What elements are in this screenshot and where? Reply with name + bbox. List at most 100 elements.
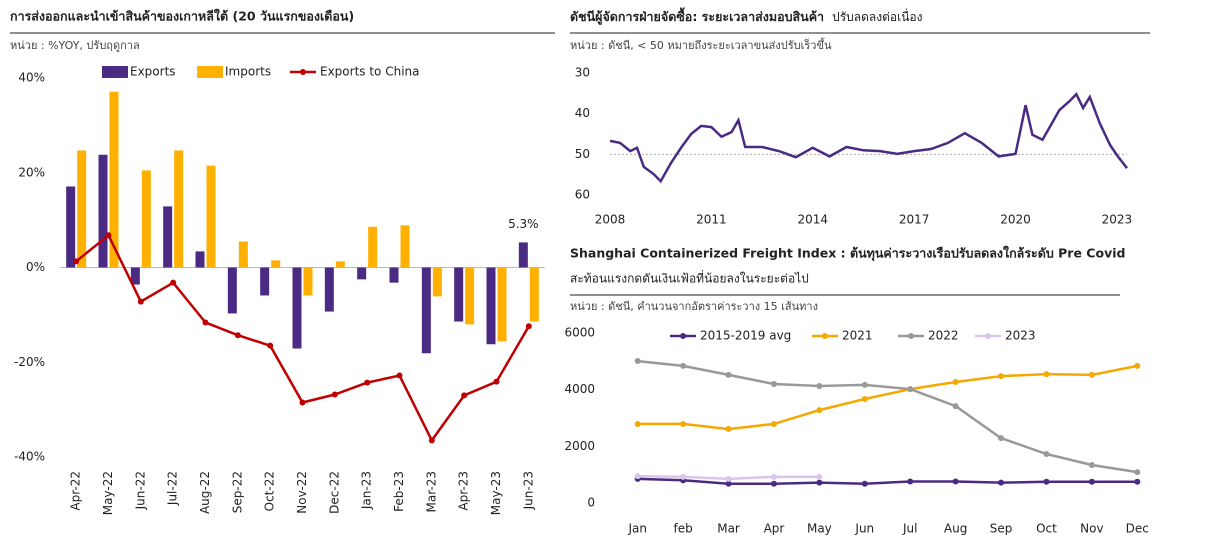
y-tick-label: 40 bbox=[575, 106, 590, 120]
line-marker bbox=[1134, 362, 1141, 369]
x-tick-label: Dec bbox=[1126, 522, 1149, 536]
x-tick-label: feb bbox=[674, 522, 693, 536]
line-marker bbox=[952, 478, 959, 485]
line-marker bbox=[680, 362, 687, 369]
line bbox=[637, 364, 1138, 431]
x-tick-label: Aug bbox=[944, 522, 967, 536]
legend-label: 2022 bbox=[928, 329, 959, 343]
line-marker bbox=[1043, 450, 1050, 457]
line bbox=[637, 477, 1138, 485]
bar bbox=[454, 267, 464, 322]
line-marker bbox=[137, 298, 144, 305]
line bbox=[637, 359, 1138, 474]
line-marker bbox=[634, 473, 641, 480]
line-marker bbox=[634, 358, 641, 365]
x-tick-label: Nov bbox=[1080, 522, 1103, 536]
bar bbox=[368, 226, 378, 268]
bar bbox=[335, 261, 345, 268]
legend-marker bbox=[300, 69, 306, 75]
x-tick-label: 2017 bbox=[899, 213, 930, 227]
x-tick-label: Oct bbox=[1036, 522, 1057, 536]
x-tick-label: 2023 bbox=[1102, 213, 1133, 227]
bar bbox=[518, 242, 528, 268]
bar bbox=[174, 150, 184, 268]
legend-label: 2021 bbox=[842, 329, 873, 343]
x-tick-label: 2008 bbox=[595, 213, 626, 227]
x-tick-label: 2011 bbox=[696, 213, 727, 227]
y-tick-label: 0 bbox=[587, 496, 595, 510]
line-marker bbox=[680, 420, 687, 427]
line-marker bbox=[1134, 478, 1141, 485]
line-marker bbox=[725, 475, 732, 482]
line-marker bbox=[364, 379, 371, 386]
line-marker bbox=[461, 392, 468, 399]
legend-swatch bbox=[197, 66, 223, 78]
y-tick-label: 4000 bbox=[564, 382, 595, 396]
bar bbox=[292, 267, 302, 349]
x-tick-label: Sep-22 bbox=[230, 471, 244, 513]
chart-subtitle: หน่วย : ดัชนี, < 50 หมายถึงระยะเวลาขนส่ง… bbox=[570, 37, 832, 52]
line-marker bbox=[1088, 462, 1095, 469]
x-tick-label: Sep bbox=[990, 522, 1013, 536]
x-tick-label: Apr bbox=[764, 522, 785, 536]
legend-marker bbox=[908, 333, 914, 339]
line-marker bbox=[816, 382, 823, 389]
x-tick-label: Jun-23 bbox=[521, 471, 535, 510]
x-tick-label: Jun bbox=[854, 522, 874, 536]
x-tick-label: May-22 bbox=[101, 471, 115, 515]
title-note: ปรับลดลงต่อเนื่อง bbox=[832, 8, 922, 24]
chart-title: Shanghai Containerized Freight Index : ต… bbox=[570, 246, 1125, 262]
line-marker bbox=[998, 435, 1005, 442]
bar bbox=[271, 260, 281, 268]
legend-label: Exports bbox=[130, 65, 176, 79]
line-marker bbox=[816, 473, 823, 480]
line-marker bbox=[861, 480, 868, 487]
legend-label: Imports bbox=[225, 65, 271, 79]
line-marker bbox=[105, 232, 112, 239]
line-marker bbox=[202, 319, 209, 326]
y-tick-label: 40% bbox=[18, 71, 45, 85]
line-marker bbox=[861, 381, 868, 388]
bar bbox=[195, 251, 205, 268]
chart-title: สะท้อนแรงกดดันเงินเฟ้อที่น้อยลงในระยะต่อ… bbox=[570, 270, 809, 286]
line-marker bbox=[267, 342, 274, 349]
title-main: ดัชนีผู้จัดการฝ่ายจัดซื้อ: ระยะเวลาส่งมอ… bbox=[570, 7, 824, 25]
line-marker bbox=[770, 480, 777, 487]
legend-label: Exports to China bbox=[320, 65, 420, 79]
legend-swatch bbox=[102, 66, 128, 78]
line-marker bbox=[234, 332, 241, 339]
x-tick-label: Mar-23 bbox=[424, 471, 438, 512]
bar bbox=[66, 186, 76, 268]
legend-marker bbox=[985, 333, 991, 339]
bar bbox=[303, 267, 313, 296]
bar bbox=[206, 165, 216, 268]
line-marker bbox=[816, 407, 823, 414]
x-tick-label: May-23 bbox=[489, 471, 503, 515]
data-label: 5.3% bbox=[508, 217, 539, 231]
bar bbox=[421, 267, 431, 354]
bar bbox=[529, 267, 539, 322]
x-tick-label: Apr-23 bbox=[457, 471, 471, 511]
line-marker bbox=[770, 473, 777, 480]
line-marker bbox=[725, 426, 732, 433]
line-marker bbox=[493, 378, 500, 385]
legend-marker bbox=[822, 333, 828, 339]
x-tick-label: Oct-22 bbox=[263, 471, 277, 511]
line-marker bbox=[770, 420, 777, 427]
x-tick-label: Jul-22 bbox=[166, 471, 180, 506]
x-tick-label: Jan bbox=[627, 522, 647, 536]
line-marker bbox=[770, 381, 777, 387]
line-marker bbox=[331, 391, 338, 398]
y-tick-label: -40% bbox=[14, 450, 45, 464]
x-tick-label: Aug-22 bbox=[198, 471, 212, 514]
chart-title: การส่งออกและนำเข้าสินค้าของเกาหลีใต้ (20… bbox=[10, 9, 354, 24]
y-tick-label: -20% bbox=[14, 355, 45, 369]
x-tick-label: 2014 bbox=[797, 213, 828, 227]
bar bbox=[432, 267, 442, 297]
x-tick-label: Feb-23 bbox=[392, 471, 406, 512]
line-marker bbox=[907, 478, 914, 485]
line-marker bbox=[1088, 371, 1095, 378]
x-tick-label: Jun-22 bbox=[133, 471, 147, 510]
line-marker bbox=[170, 279, 177, 286]
y-tick-label: 20% bbox=[18, 165, 45, 179]
